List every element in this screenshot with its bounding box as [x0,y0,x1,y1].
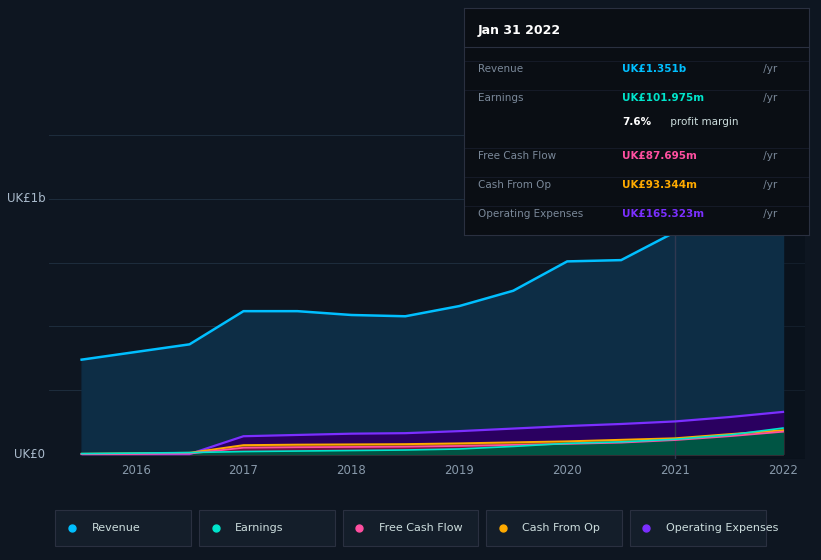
Text: Cash From Op: Cash From Op [522,523,600,533]
Text: /yr: /yr [760,92,777,102]
Text: /yr: /yr [760,208,777,218]
Text: Operating Expenses: Operating Expenses [666,523,778,533]
Text: UK£1b: UK£1b [7,192,45,206]
Text: Earnings: Earnings [478,92,523,102]
Text: UK£165.323m: UK£165.323m [622,208,704,218]
Text: Cash From Op: Cash From Op [478,180,551,189]
Text: UK£1.351b: UK£1.351b [622,64,686,74]
Text: /yr: /yr [760,180,777,189]
Text: UK£101.975m: UK£101.975m [622,92,704,102]
Text: /yr: /yr [760,64,777,74]
Text: UK£0: UK£0 [15,447,45,460]
FancyBboxPatch shape [199,510,335,546]
Text: UK£93.344m: UK£93.344m [622,180,698,189]
Text: Jan 31 2022: Jan 31 2022 [478,24,561,38]
Text: UK£87.695m: UK£87.695m [622,151,697,161]
Text: Revenue: Revenue [478,64,523,74]
Text: Revenue: Revenue [92,523,140,533]
Text: Free Cash Flow: Free Cash Flow [378,523,462,533]
Text: Earnings: Earnings [236,523,284,533]
FancyBboxPatch shape [342,510,479,546]
Text: /yr: /yr [760,151,777,161]
Text: 7.6%: 7.6% [622,117,652,127]
FancyBboxPatch shape [630,510,765,546]
FancyBboxPatch shape [56,510,191,546]
FancyBboxPatch shape [486,510,622,546]
Text: profit margin: profit margin [667,117,739,127]
Text: Operating Expenses: Operating Expenses [478,208,583,218]
Bar [675,84,821,459]
Text: Free Cash Flow: Free Cash Flow [478,151,556,161]
